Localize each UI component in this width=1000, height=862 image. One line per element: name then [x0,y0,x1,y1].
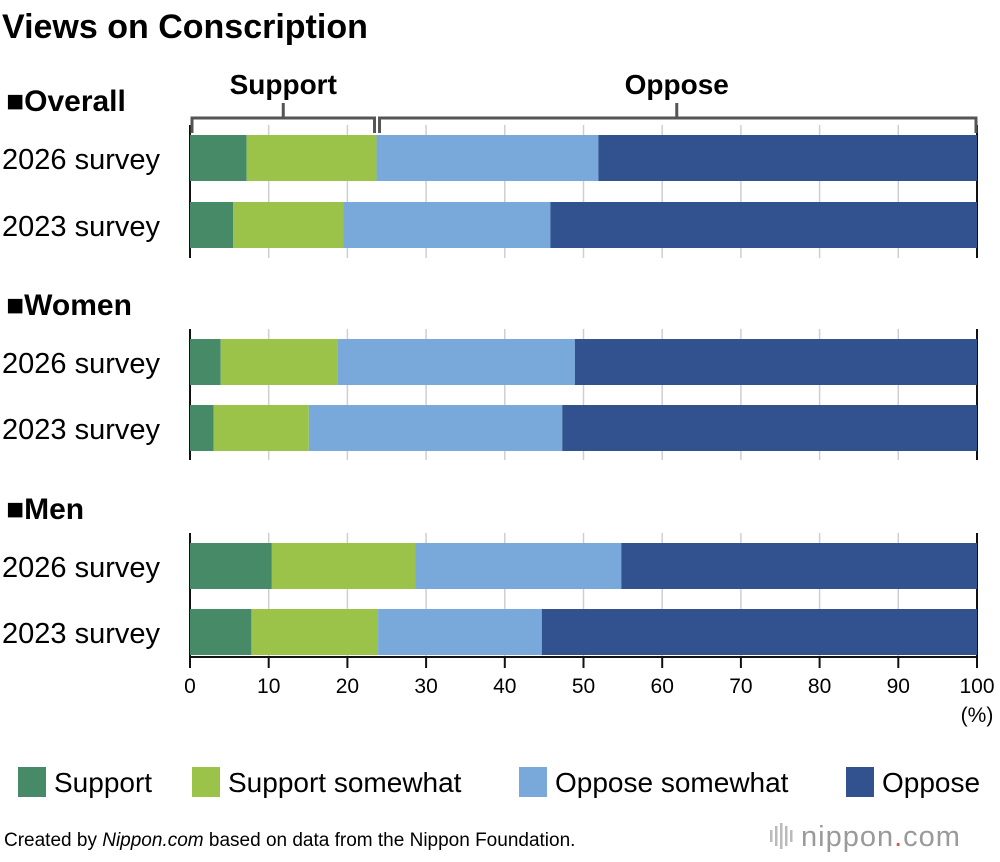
row-label: 2023 survey [2,211,160,243]
tick-label: 10 [257,675,280,698]
bar-oppose [598,135,977,181]
legend-label: Oppose somewhat [555,767,789,798]
legend-label: Support somewhat [228,767,462,798]
bars [190,135,977,655]
oppose-bracket-label: Oppose [625,69,729,100]
bar-support-somewhat [220,339,338,385]
oppose-bracket [378,116,978,133]
support-bracket-label: Support [230,69,337,100]
group-label: ■Women [6,289,132,322]
group-label: ■Overall [6,85,126,118]
legend-swatch [846,767,874,797]
bar-support [190,339,221,385]
bar-support-somewhat [271,543,416,589]
bar-oppose-somewhat [337,339,575,385]
row-label: 2023 survey [2,414,160,446]
legend-label: Support [54,767,152,798]
support-oppose-brackets: Support Oppose [190,69,978,133]
bar-oppose [562,405,977,451]
source-note: Created by Nippon.com based on data from… [4,830,575,851]
bar-support [190,202,234,248]
row-label: 2026 survey [2,348,160,380]
tick-label: 40 [493,675,516,698]
tick-label: 30 [414,675,437,698]
brand-name: nippon.com [801,821,961,853]
tick-label: 20 [336,675,359,698]
bar-support-somewhat [251,609,379,655]
bar-support [190,135,247,181]
bar-oppose-somewhat [308,405,563,451]
bar-oppose [574,339,977,385]
tick-label: 50 [572,675,595,698]
legend-label: Oppose [882,767,980,798]
bar-oppose [541,609,977,655]
bar-support [190,543,272,589]
bar-oppose-somewhat [376,135,599,181]
row-label: 2023 survey [2,618,160,650]
chart-title: Views on Conscription [2,8,368,46]
logo-mark-icon [770,823,793,849]
tick-label: 60 [651,675,674,698]
tick-label: 90 [887,675,910,698]
bar-support [190,609,252,655]
legend-swatch [18,767,46,797]
tick-label: 70 [729,675,752,698]
bar-support-somewhat [246,135,377,181]
row-label: 2026 survey [2,144,160,176]
row-labels: ■Overall 2026 survey 2023 survey ■Women 2026… [2,85,160,650]
tick-label: 100 [959,675,994,698]
legend-swatch [192,767,220,797]
bar-oppose-somewhat [415,543,622,589]
legend-swatch [519,767,547,797]
legend: Support Support somewhat Oppose somewhat Op… [18,767,980,798]
row-label: 2026 survey [2,552,160,584]
nippon-logo: nippon.com [770,821,961,853]
group-label: ■Men [6,493,84,526]
bar-oppose-somewhat [343,202,551,248]
bar-oppose-somewhat [378,609,542,655]
bar-oppose [621,543,977,589]
bar-oppose [550,202,977,248]
tick-label: 0 [184,675,196,698]
bar-support [190,405,214,451]
bar-support-somewhat [213,405,309,451]
x-axis: 0 10 20 30 40 50 60 70 80 90 100 (%) [184,657,995,727]
bar-support-somewhat [233,202,344,248]
tick-label: 80 [808,675,831,698]
x-unit-label: (%) [961,704,994,727]
